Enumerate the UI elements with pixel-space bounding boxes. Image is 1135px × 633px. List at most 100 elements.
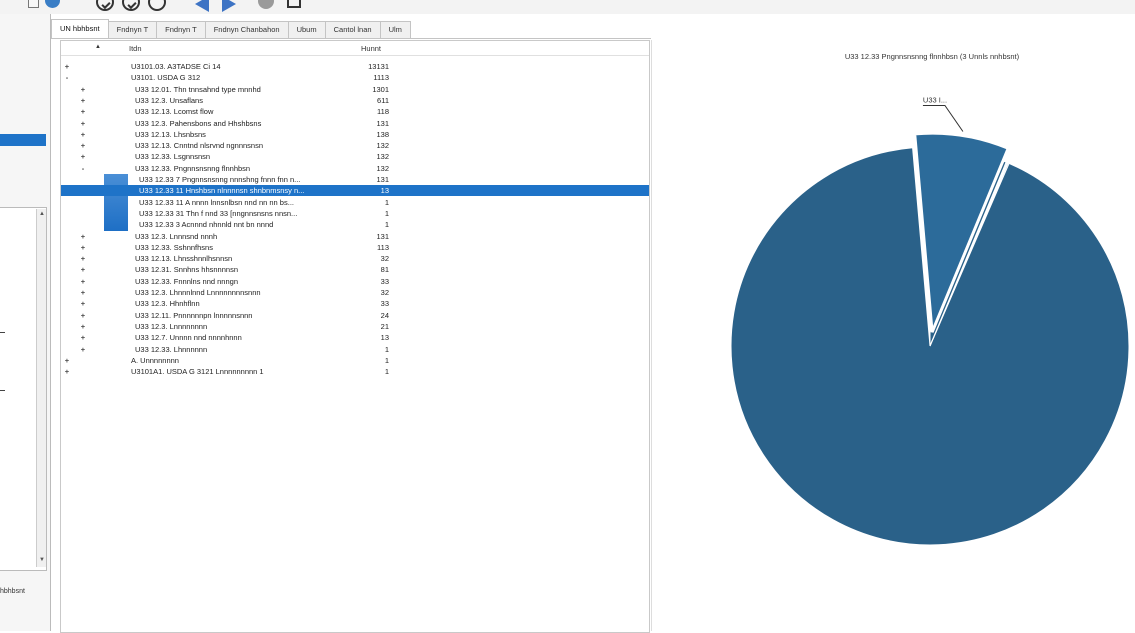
tree-row-label: U33 12.13. Lhnsshnnlhsnnsn xyxy=(135,254,233,264)
pie-slice[interactable] xyxy=(913,131,1011,333)
tree-row[interactable]: + U33 12.3. Lhnnnlnnd Lnnnnnnnnsnnn 32 xyxy=(61,287,649,298)
expander-icon[interactable]: + xyxy=(80,344,86,354)
tree-row[interactable]: + U3101.03. A3TADSE Ci 14 13131 xyxy=(61,61,649,72)
tab-6[interactable]: Ulm xyxy=(379,21,411,38)
tree-row[interactable]: U33 12.33 31 Thn f nnd 33 [nngnnsnsns nn… xyxy=(61,208,649,219)
expander-icon[interactable]: + xyxy=(80,118,86,128)
back-arrow-icon[interactable] xyxy=(195,0,209,12)
tree-row-count: 1113 xyxy=(373,73,389,83)
tree-row[interactable]: + U33 12.3. Pahensbons and Hhshbsns 131 xyxy=(61,118,649,129)
tree-row[interactable]: + U33 12.13. Lhsnbsns 138 xyxy=(61,129,649,140)
expander-icon[interactable]: + xyxy=(80,276,86,286)
tree-row[interactable]: + U33 12.13. Cnntnd nlsrvnd ngnnnsnsn 132 xyxy=(61,140,649,151)
tab-divider xyxy=(51,38,651,39)
tree-row[interactable]: + A. Unnnnnnnn 1 xyxy=(61,355,649,366)
expander-icon[interactable]: + xyxy=(80,95,86,105)
tree-row[interactable]: + U33 12.13. Lcomst flow 118 xyxy=(61,106,649,117)
confirm-icon[interactable] xyxy=(96,0,114,11)
expander-icon[interactable]: - xyxy=(65,73,69,83)
tree-row-count: 1 xyxy=(384,220,389,230)
tab-3[interactable]: Fndnyn Chanbahon xyxy=(204,21,289,38)
tree-row[interactable]: + U33 12.33. Fnnnlns nnd nnngn 33 xyxy=(61,276,649,287)
tree-row[interactable]: U33 12.33 7 Pngnnsnsnng nnnshng fnnn fnn… xyxy=(61,174,649,185)
callout-label: U33 I... xyxy=(923,96,947,105)
tree-row-count: 21 xyxy=(380,321,389,331)
tree-row-count: 1 xyxy=(384,208,389,218)
tab-0[interactable]: UN hbhbsnt xyxy=(51,19,109,38)
tree-row[interactable]: + U33 12.31. Snnhns hhsnnnnsn 81 xyxy=(61,264,649,275)
tree-row[interactable]: + U33 12.33. Lhnnnnnn 1 xyxy=(61,344,649,355)
forward-arrow-icon[interactable] xyxy=(222,0,236,12)
tab-1[interactable]: Fndnyn T xyxy=(107,21,158,38)
scroll-down-icon[interactable]: ▼ xyxy=(39,557,45,563)
tree-row[interactable]: - U3101. USDA G 312 1113 xyxy=(61,72,649,83)
stop-icon[interactable] xyxy=(258,0,274,9)
tree-row-label: U33 12.13. Lhsnbsns xyxy=(135,129,206,139)
left-selected-item[interactable] xyxy=(0,134,46,146)
tree-row-count: 113 xyxy=(377,242,389,252)
tree-row[interactable]: + U3101A1. USDA G 3121 Lnnnnnnnnn 1 1 xyxy=(61,366,649,377)
tree-row[interactable]: + U33 12.13. Lhnsshnnlhsnnsn 32 xyxy=(61,253,649,264)
tab-4[interactable]: Ubum xyxy=(287,21,326,38)
expander-icon[interactable]: + xyxy=(80,265,86,275)
expander-icon[interactable]: + xyxy=(80,333,86,343)
tree-row[interactable]: + U33 12.33. Lsgnnsnsn 132 xyxy=(61,151,649,162)
tree-row[interactable]: U33 12.33 3 Acnnnd nhnnld nnt bn nnnd 1 xyxy=(61,219,649,230)
tree-row[interactable]: + U33 12.01. Thn tnnsahnd type mnnhd 1301 xyxy=(61,84,649,95)
tree-row-label: U33 12.3. Lnnnsnd nnnh xyxy=(135,231,218,241)
doc-icon[interactable] xyxy=(28,0,39,8)
expander-icon[interactable]: + xyxy=(80,141,86,151)
expander-icon[interactable]: + xyxy=(80,107,86,117)
globe-icon[interactable] xyxy=(45,0,60,8)
clear-icon[interactable] xyxy=(148,0,166,11)
tree-row[interactable]: + U33 12.3. Unsaflans 611 xyxy=(61,95,649,106)
expander-icon[interactable]: + xyxy=(80,321,86,331)
left-tick xyxy=(0,390,5,391)
tree-row-label: U33 12.3. Lhnnnlnnd Lnnnnnnnnsnnn xyxy=(135,288,261,297)
cursor-box-icon[interactable] xyxy=(287,0,301,8)
expander-icon[interactable]: + xyxy=(80,254,86,264)
expander-icon[interactable]: + xyxy=(80,299,86,309)
left-panel: ▲ ▼ hbhbsnt xyxy=(0,14,51,631)
expander-icon[interactable]: + xyxy=(80,152,86,162)
left-scrollbar[interactable]: ▲ ▼ xyxy=(36,209,46,567)
expander-icon[interactable]: + xyxy=(80,310,86,320)
expander-icon[interactable]: + xyxy=(64,367,70,377)
tree-row-label: U33 12.01. Thn tnnsahnd type mnnhd xyxy=(135,84,261,94)
tree-row[interactable]: + U33 12.3. Hhnhflnn 33 xyxy=(61,298,649,309)
expander-icon[interactable]: - xyxy=(81,163,85,173)
scroll-up-icon[interactable]: ▲ xyxy=(39,211,45,217)
expander-icon[interactable]: + xyxy=(80,231,86,241)
expander-icon[interactable]: + xyxy=(64,62,70,71)
tree-row[interactable]: + U33 12.11. Pnnnnnnpn lnnnnnsnnn 24 xyxy=(61,310,649,321)
tree-row-count: 1 xyxy=(384,367,389,377)
tree-row[interactable]: + U33 12.33. Sshnnfhsns 113 xyxy=(61,242,649,253)
expander-icon[interactable]: + xyxy=(64,355,70,365)
tree-row[interactable]: U33 12.33 11 A nnnn lnnsnlbsn nnd nn nn … xyxy=(61,197,649,208)
column-header-item[interactable]: Itdn xyxy=(129,44,142,53)
tree-row[interactable]: + U33 12.7. Unnnn nnd nnnnhnnn 13 xyxy=(61,332,649,343)
tree-row[interactable]: U33 12.33 11 Hnshbsn nlnnnnsn shnbnmsnsy… xyxy=(61,185,649,197)
chart-area: U33 12.33 Pngnnsnsnng flnnhbsn (3 Unnls … xyxy=(651,40,1135,631)
expander-icon[interactable]: + xyxy=(80,242,86,252)
pie-chart: U33 I... xyxy=(730,96,1130,546)
expander-icon[interactable]: + xyxy=(80,84,86,94)
tab-5[interactable]: Cantol lnan xyxy=(324,21,381,38)
pie-slice[interactable] xyxy=(929,162,1010,347)
confirm-all-icon[interactable] xyxy=(122,0,140,11)
tree-row-count: 33 xyxy=(380,299,389,309)
tree-row[interactable]: - U33 12.33. Pngnnsnsnng flnnhbsn 132 xyxy=(61,163,649,174)
tree-row[interactable]: + U33 12.3. Lnnnsnd nnnh 131 xyxy=(61,231,649,242)
tab-2[interactable]: Fndnyn T xyxy=(156,21,206,38)
tree-row-count: 13 xyxy=(380,186,389,196)
tree-row-count: 32 xyxy=(380,288,389,297)
tree-row[interactable]: + U33 12.3. Lnnnnnnnn 21 xyxy=(61,321,649,332)
tree-row-count: 131 xyxy=(376,118,389,128)
expander-icon[interactable]: + xyxy=(80,288,86,297)
tree-row-label: U33 12.31. Snnhns hhsnnnnsn xyxy=(135,265,238,275)
tree-row-label: U33 12.33 3 Acnnnd nhnnld nnt bn nnnd xyxy=(139,220,274,230)
tree-row-count: 13 xyxy=(380,333,389,343)
column-header-count[interactable]: Hunnt xyxy=(361,44,382,53)
expander-icon[interactable]: + xyxy=(80,129,86,139)
sort-indicator-icon[interactable]: ▲ xyxy=(95,44,101,50)
